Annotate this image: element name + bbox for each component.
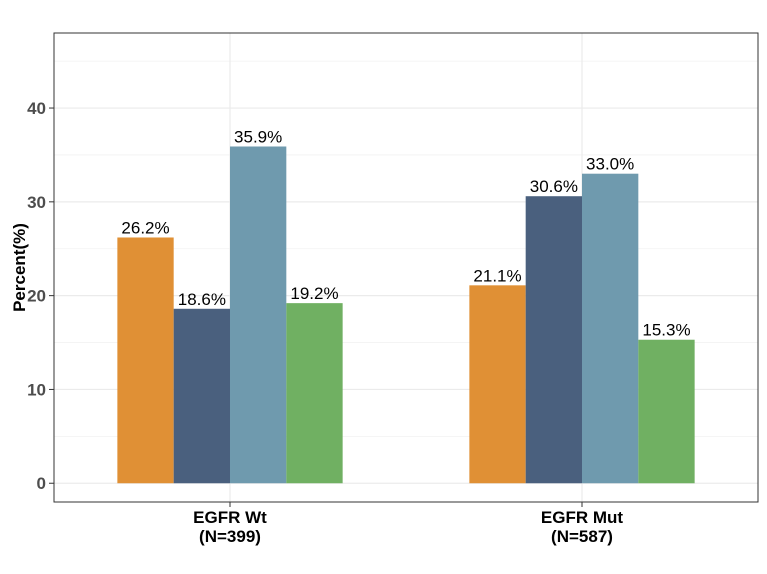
x-axis: EGFR Wt(N=399) EGFR Mut(N=587) (193, 502, 623, 546)
x-tick-label: EGFR Wt (193, 508, 267, 527)
bar (582, 173, 639, 484)
data-label: 15.3% (642, 321, 690, 340)
data-labels: 26.2% 18.6% 35.9% 19.2% 21.1% 30.6% 33.0% 15.3% (121, 127, 690, 339)
data-label: 30.6% (530, 177, 578, 196)
data-label: 21.1% (473, 266, 521, 285)
data-label: 18.6% (178, 290, 226, 309)
bar (117, 237, 174, 484)
data-label: 19.2% (290, 284, 338, 303)
panel-border (53, 32, 759, 503)
y-tick-label: 10 (27, 380, 46, 399)
x-tick-sublabel: (N=399) (199, 527, 261, 546)
y-tick-label: 40 (27, 99, 46, 118)
data-label: 35.9% (234, 127, 282, 146)
bar (638, 339, 695, 484)
bar (173, 308, 230, 484)
bar (230, 146, 287, 484)
y-tick-label: 0 (37, 474, 46, 493)
bar (525, 196, 582, 484)
data-label: 26.2% (121, 218, 169, 237)
data-label: 33.0% (586, 155, 634, 174)
x-tick-sublabel: (N=587) (551, 527, 613, 546)
bar (286, 303, 343, 484)
bars (117, 146, 695, 484)
y-axis-title: Percent(%) (10, 223, 29, 312)
bar (469, 285, 526, 484)
y-tick-label: 20 (27, 287, 46, 306)
y-axis: 0 10 20 30 40 (27, 99, 54, 493)
x-tick-label: EGFR Mut (541, 508, 623, 527)
y-tick-label: 30 (27, 193, 46, 212)
